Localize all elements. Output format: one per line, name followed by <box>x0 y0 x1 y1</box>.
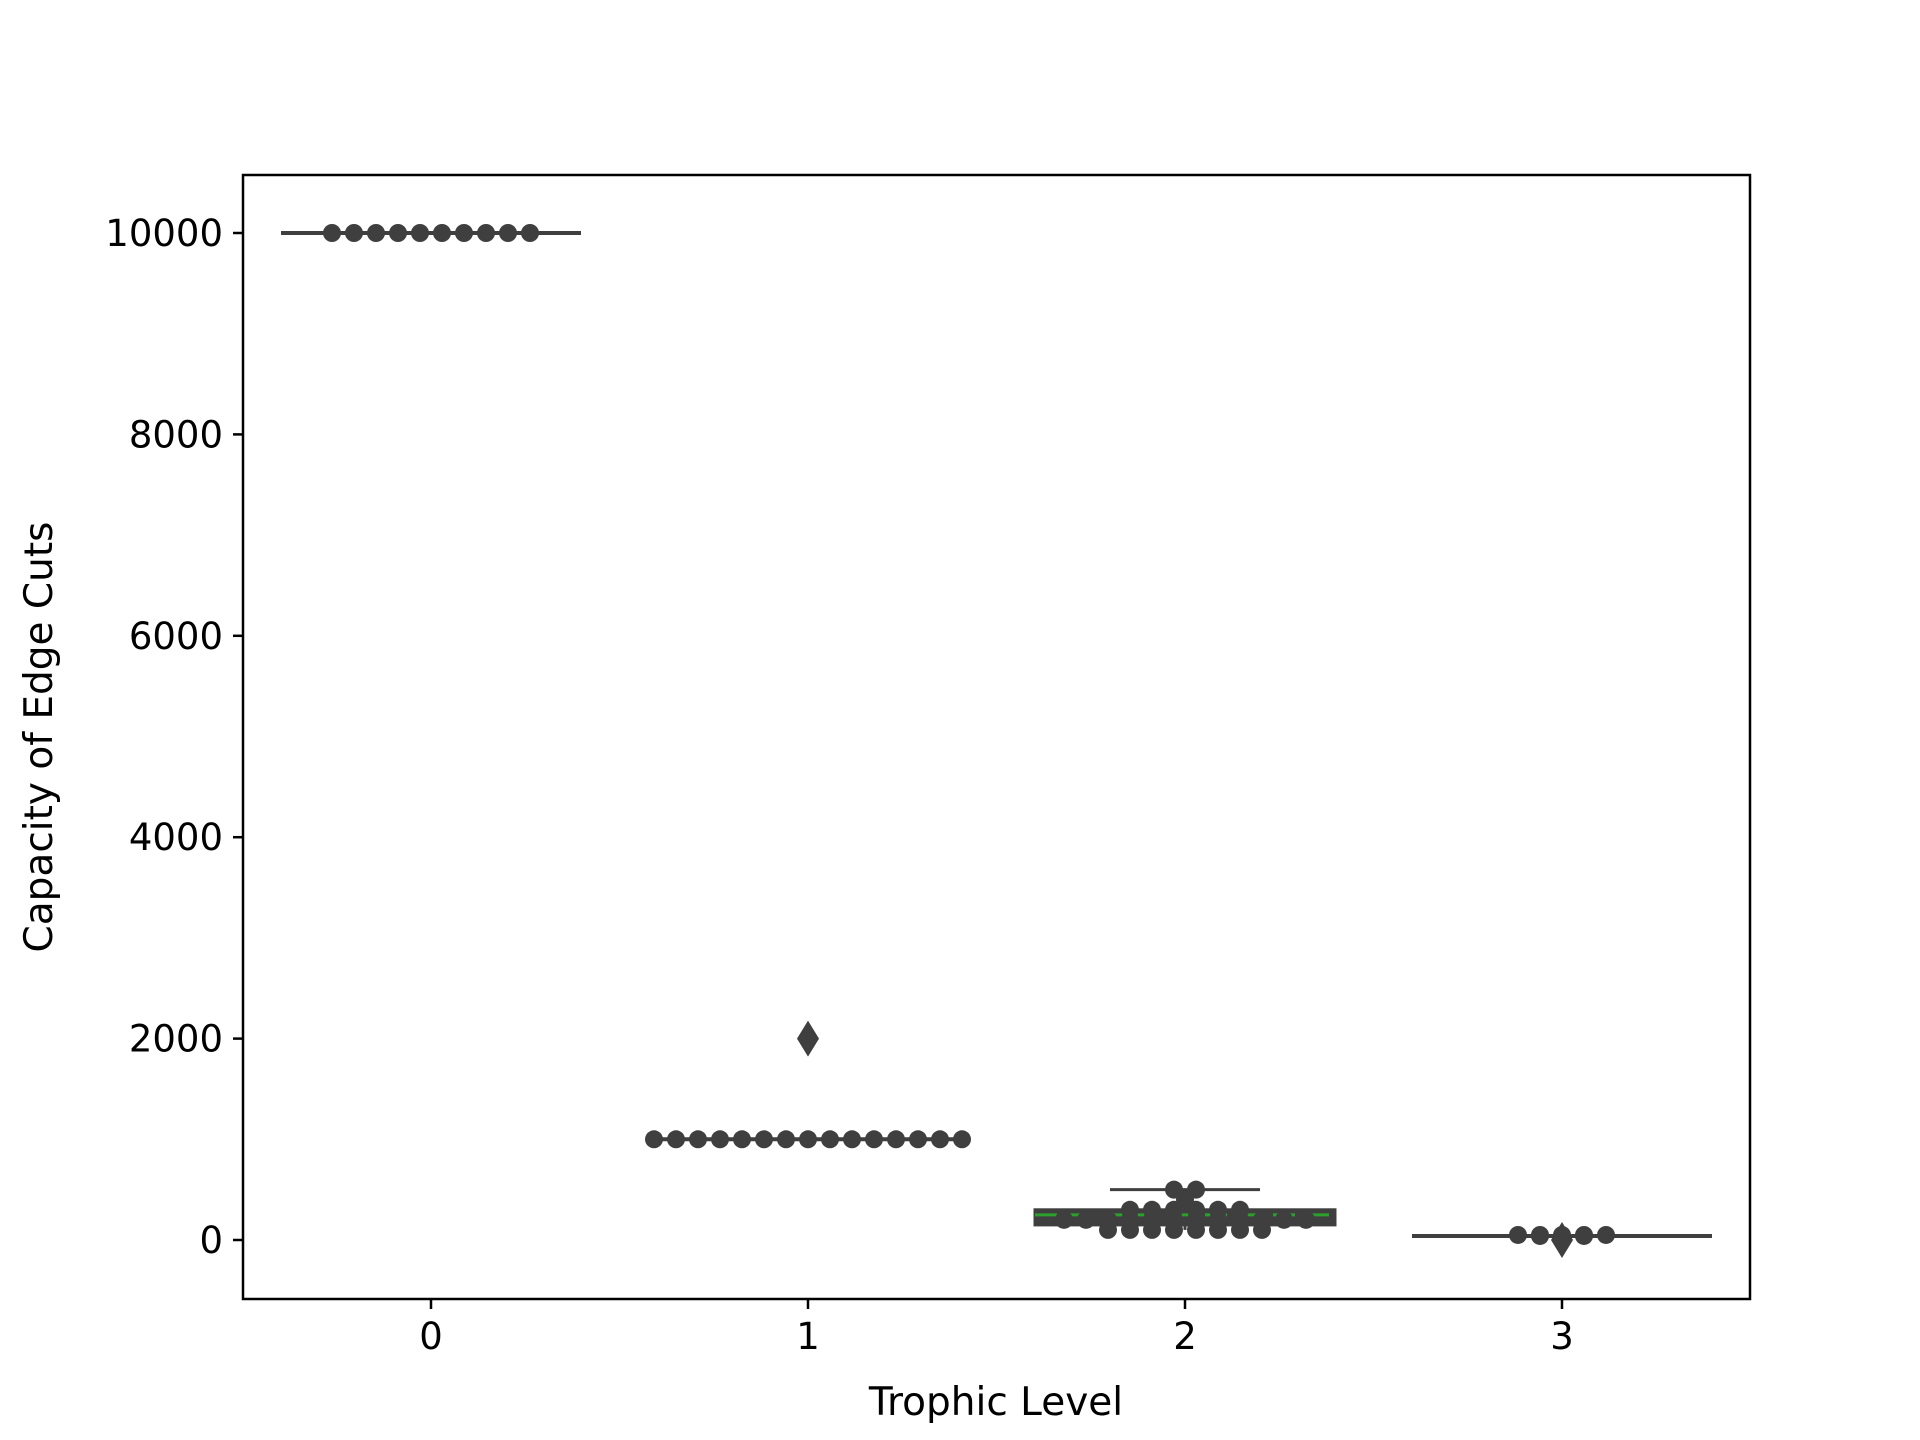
data-point <box>1575 1225 1593 1244</box>
data-point <box>821 1130 839 1149</box>
x-tick-label: 1 <box>796 1315 820 1358</box>
data-point <box>909 1130 927 1149</box>
data-point <box>433 224 451 242</box>
data-point <box>1275 1210 1293 1229</box>
data-point <box>645 1130 663 1149</box>
swarm-0 <box>323 224 539 242</box>
y-tick-label: 0 <box>199 1219 223 1262</box>
data-point <box>931 1130 949 1149</box>
swarm-1 <box>645 1029 971 1149</box>
data-point <box>499 224 517 242</box>
y-tick-label: 10000 <box>105 212 223 255</box>
data-point <box>1597 1225 1615 1244</box>
y-tick-label: 2000 <box>129 1018 223 1061</box>
data-point <box>1077 1210 1095 1229</box>
data-point <box>1209 1200 1227 1219</box>
data-point <box>1531 1225 1549 1244</box>
data-point <box>1121 1200 1139 1219</box>
data-point <box>733 1130 751 1149</box>
data-point <box>323 224 341 242</box>
y-tick-label: 8000 <box>129 413 223 456</box>
data-point <box>1055 1210 1073 1229</box>
data-point <box>389 224 407 242</box>
data-point <box>1553 1225 1571 1244</box>
data-point <box>1099 1210 1117 1229</box>
data-point <box>411 224 429 242</box>
x-tick-label: 3 <box>1550 1315 1574 1358</box>
x-tick-label: 2 <box>1173 1315 1197 1358</box>
data-point <box>1297 1210 1315 1229</box>
data-point <box>1231 1200 1249 1219</box>
data-point <box>711 1130 729 1149</box>
data-point <box>1165 1180 1183 1199</box>
swarm-3 <box>1509 1225 1615 1247</box>
swarm-2 <box>1055 1180 1315 1239</box>
data-point <box>953 1130 971 1149</box>
data-point <box>521 224 539 242</box>
data-point <box>689 1130 707 1149</box>
y-tick-label: 6000 <box>129 615 223 658</box>
data-point <box>1253 1210 1271 1229</box>
data-point <box>865 1130 883 1149</box>
data-point <box>345 224 363 242</box>
y-tick-label: 4000 <box>129 816 223 859</box>
data-point <box>1143 1200 1161 1219</box>
data-point <box>843 1130 861 1149</box>
data-point <box>777 1130 795 1149</box>
data-point <box>1187 1180 1205 1199</box>
data-point <box>799 1029 817 1048</box>
data-point <box>477 224 495 242</box>
data-point <box>799 1130 817 1149</box>
data-point <box>1509 1225 1527 1244</box>
data-point <box>755 1130 773 1149</box>
data-point <box>455 224 473 242</box>
data-point <box>887 1130 905 1149</box>
x-tick-label: 0 <box>419 1315 443 1358</box>
plot-area <box>241 173 1752 1301</box>
data-point <box>367 224 385 242</box>
y-axis-title: Capacity of Edge Cuts <box>17 522 62 953</box>
x-axis-title: Trophic Level <box>868 1380 1123 1425</box>
data-point <box>667 1130 685 1149</box>
